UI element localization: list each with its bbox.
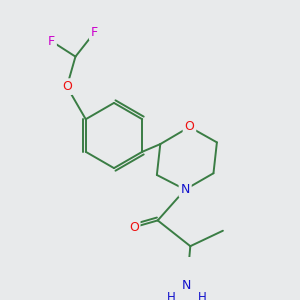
Text: O: O <box>62 80 72 93</box>
Text: O: O <box>184 120 194 134</box>
Text: F: F <box>91 26 98 39</box>
Text: H: H <box>198 291 207 300</box>
Text: H: H <box>167 291 176 300</box>
Text: F: F <box>48 35 55 48</box>
Text: N: N <box>182 279 192 292</box>
Text: N: N <box>181 183 190 196</box>
Text: O: O <box>129 221 139 234</box>
